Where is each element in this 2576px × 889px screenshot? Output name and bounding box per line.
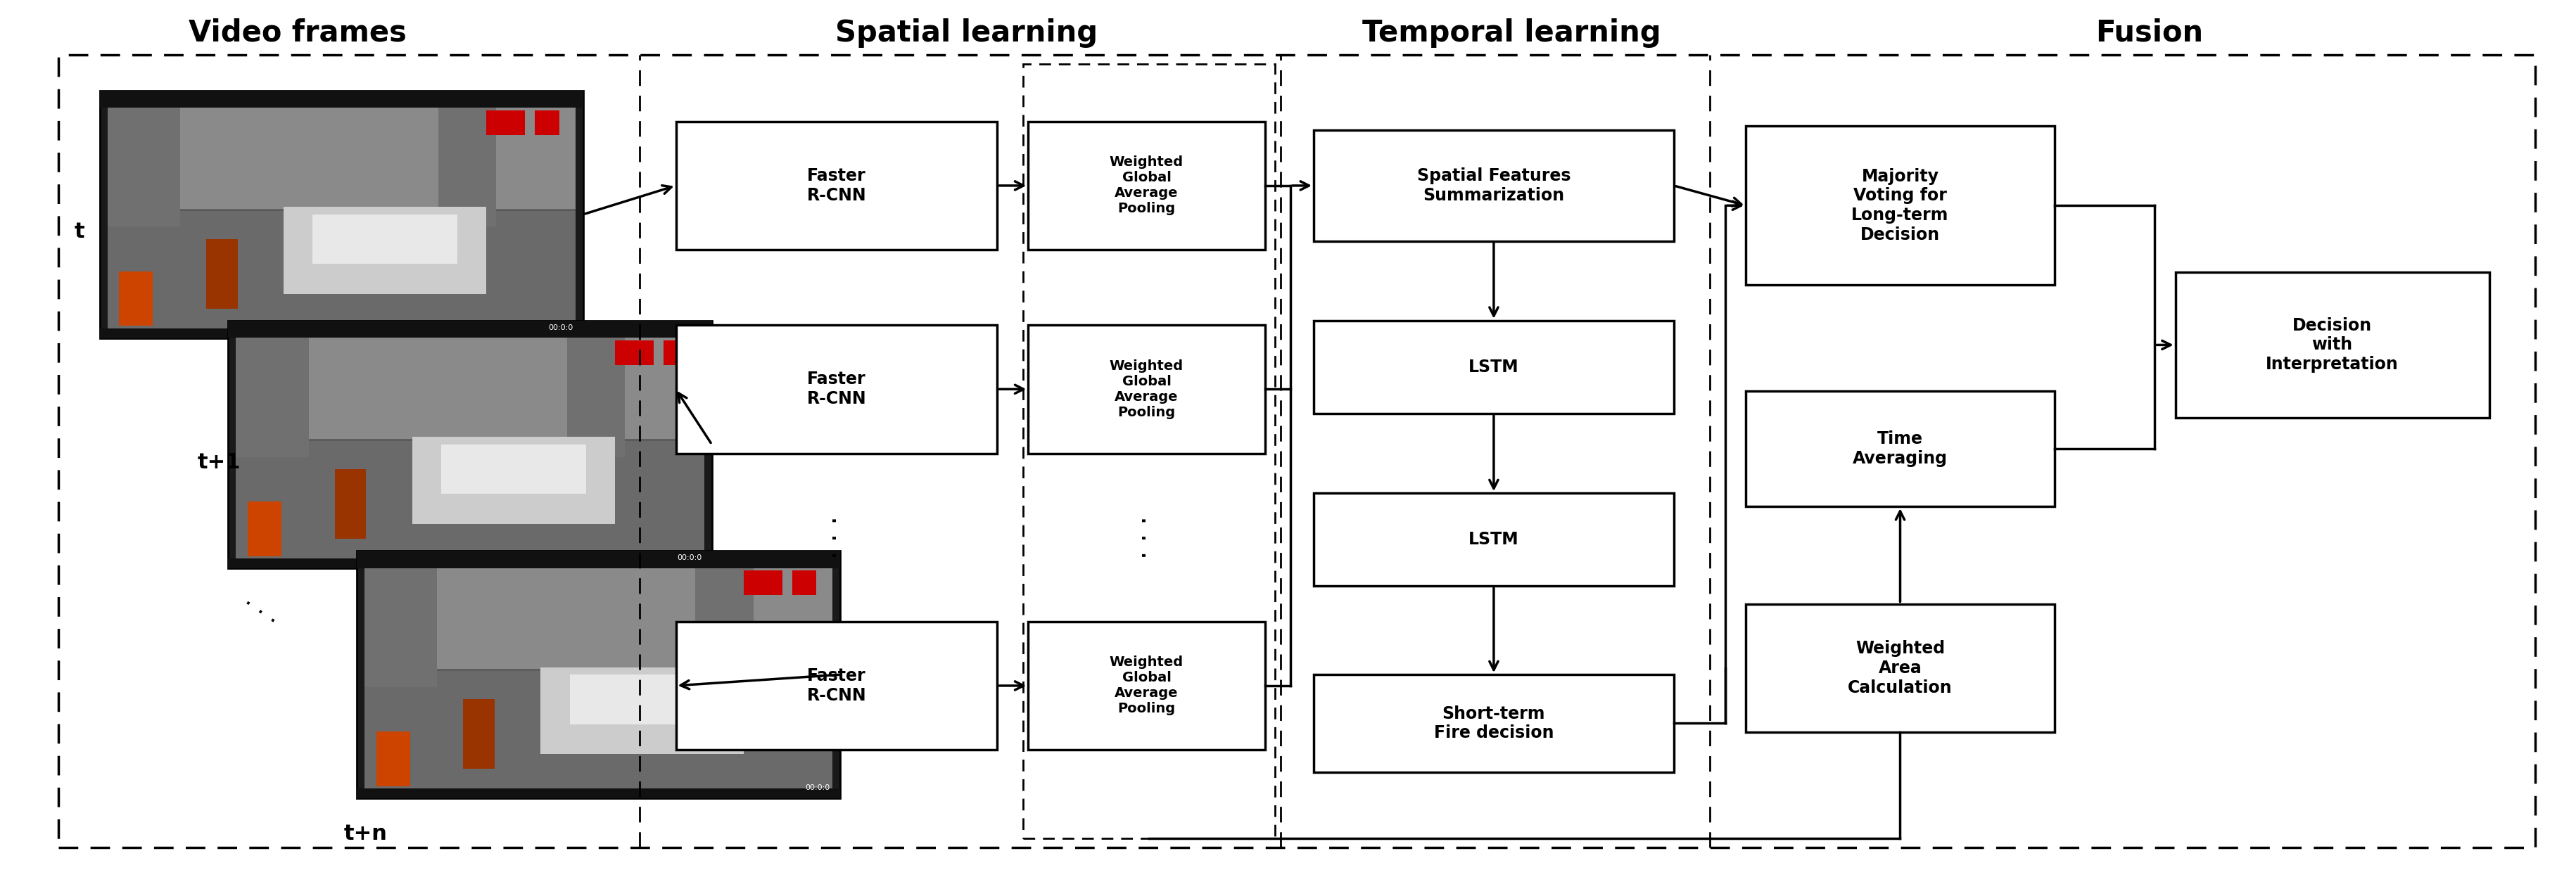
Bar — [366, 556, 832, 669]
Text: 00:0:0: 00:0:0 — [806, 784, 829, 791]
Bar — [412, 437, 616, 524]
Bar — [675, 325, 997, 453]
Bar — [1028, 621, 1265, 749]
Bar — [312, 214, 459, 264]
Bar — [464, 700, 495, 769]
Bar — [1747, 604, 2056, 733]
Text: Faster
R-CNN: Faster R-CNN — [806, 668, 866, 704]
Text: Faster
R-CNN: Faster R-CNN — [806, 371, 866, 407]
Text: Spatial Features
Summarization: Spatial Features Summarization — [1417, 167, 1571, 204]
Text: · · ·: · · · — [824, 516, 850, 559]
Text: 00:0:0: 00:0:0 — [677, 555, 701, 561]
Bar — [791, 571, 817, 596]
Text: Decision
with
Interpretation: Decision with Interpretation — [2267, 317, 2398, 372]
Bar — [237, 328, 309, 457]
Bar — [229, 558, 711, 568]
Bar — [440, 444, 587, 494]
Bar — [1747, 391, 2056, 507]
Bar — [229, 321, 711, 338]
Bar — [358, 789, 840, 798]
Bar — [1028, 122, 1265, 250]
Bar — [536, 110, 559, 135]
Bar — [229, 321, 711, 568]
Text: Time
Averaging: Time Averaging — [1852, 430, 1947, 467]
Bar — [567, 328, 626, 457]
Bar — [237, 325, 703, 439]
Bar — [335, 469, 366, 539]
Bar — [366, 670, 832, 794]
Bar — [616, 340, 654, 365]
Bar — [438, 98, 497, 227]
Text: t: t — [75, 222, 85, 243]
Text: Video frames: Video frames — [188, 18, 407, 48]
Bar — [358, 550, 840, 568]
Bar — [1314, 131, 1674, 241]
Text: Fusion: Fusion — [2097, 18, 2202, 48]
Bar — [59, 55, 2535, 847]
Bar — [100, 91, 582, 108]
Bar — [1314, 493, 1674, 586]
Bar — [108, 210, 574, 334]
Bar — [358, 550, 840, 798]
Bar — [100, 328, 582, 339]
Text: LSTM: LSTM — [1468, 532, 1520, 549]
Bar — [665, 340, 688, 365]
Bar — [118, 271, 152, 326]
Bar — [2174, 272, 2488, 418]
Text: t+1: t+1 — [198, 452, 240, 472]
Bar — [696, 558, 752, 687]
Text: Short-term
Fire decision: Short-term Fire decision — [1435, 705, 1553, 741]
Bar — [1028, 325, 1265, 453]
Text: Temporal learning: Temporal learning — [1363, 18, 1662, 48]
Bar — [675, 621, 997, 749]
Bar — [1314, 675, 1674, 772]
Bar — [108, 95, 574, 210]
Text: Majority
Voting for
Long-term
Decision: Majority Voting for Long-term Decision — [1852, 168, 1950, 244]
Bar — [541, 667, 744, 754]
Text: Spatial learning: Spatial learning — [835, 18, 1097, 48]
Bar — [675, 122, 997, 250]
Text: Faster
R-CNN: Faster R-CNN — [806, 167, 866, 204]
Text: LSTM: LSTM — [1468, 358, 1520, 375]
Text: Weighted
Global
Average
Pooling: Weighted Global Average Pooling — [1110, 656, 1182, 716]
Bar — [237, 440, 703, 564]
Bar — [1314, 321, 1674, 413]
Text: Weighted
Global
Average
Pooling: Weighted Global Average Pooling — [1110, 156, 1182, 215]
Bar — [376, 732, 410, 786]
Text: · · ·: · · · — [1133, 516, 1159, 559]
Bar — [1747, 126, 2056, 285]
Text: t+n: t+n — [345, 824, 386, 845]
Text: 00:0:0: 00:0:0 — [549, 324, 572, 332]
Bar — [1023, 64, 1275, 838]
Bar — [487, 110, 526, 135]
Text: Weighted
Area
Calculation: Weighted Area Calculation — [1847, 640, 1953, 696]
Bar — [108, 98, 180, 227]
Bar — [283, 207, 487, 293]
Bar — [206, 239, 237, 308]
Bar — [366, 558, 438, 687]
Bar — [744, 571, 783, 596]
Bar — [100, 91, 582, 339]
Bar — [569, 675, 714, 725]
Text: · · ·: · · · — [237, 592, 281, 633]
Text: Weighted
Global
Average
Pooling: Weighted Global Average Pooling — [1110, 359, 1182, 419]
Bar — [247, 501, 281, 556]
